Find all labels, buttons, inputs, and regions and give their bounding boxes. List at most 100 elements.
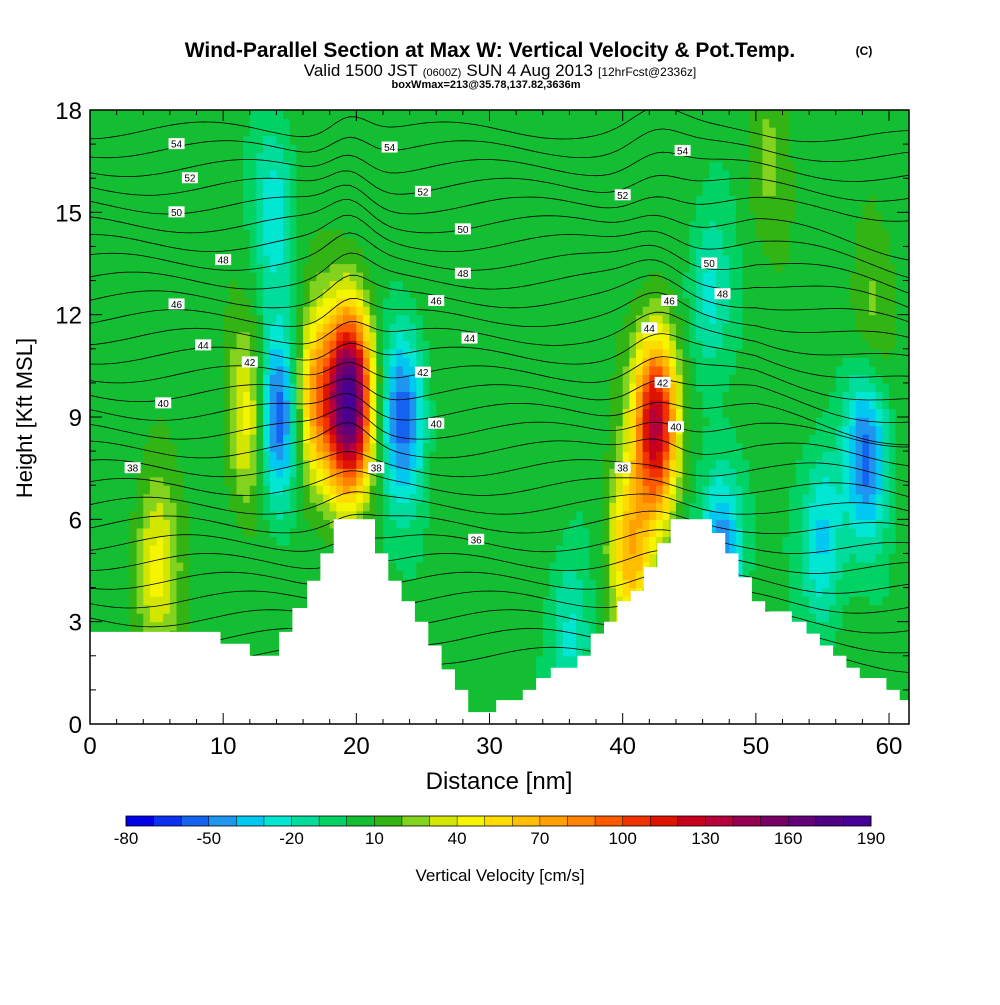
velocity-cell	[196, 510, 204, 520]
velocity-cell	[283, 536, 291, 546]
velocity-cell	[456, 323, 464, 333]
velocity-cell	[369, 280, 377, 290]
velocity-cell	[489, 561, 497, 572]
velocity-cell	[409, 144, 417, 154]
velocity-cell	[416, 297, 424, 307]
velocity-cell	[136, 544, 144, 555]
velocity-cell	[176, 237, 184, 248]
velocity-cell	[369, 425, 377, 435]
velocity-cell	[189, 229, 198, 239]
velocity-cell	[269, 357, 278, 367]
velocity-cell	[129, 561, 138, 572]
velocity-cell	[509, 348, 517, 358]
velocity-cell	[203, 561, 211, 572]
velocity-cell	[103, 536, 111, 546]
velocity-cell	[243, 306, 251, 316]
velocity-cell	[143, 604, 151, 614]
velocity-cell	[542, 144, 551, 154]
velocity-cell	[542, 161, 551, 171]
velocity-cell	[382, 152, 391, 162]
velocity-cell	[516, 110, 524, 120]
velocity-cell	[363, 272, 371, 282]
velocity-cell	[476, 519, 484, 529]
velocity-cell	[229, 306, 238, 316]
velocity-cell	[256, 152, 264, 162]
velocity-cell	[382, 434, 391, 444]
velocity-cell	[429, 613, 437, 623]
velocity-cell	[442, 587, 451, 597]
velocity-cell	[382, 536, 391, 546]
velocity-cell	[496, 272, 504, 282]
velocity-cell	[96, 289, 104, 299]
velocity-cell	[462, 502, 471, 512]
velocity-cell	[116, 536, 124, 546]
velocity-cell	[522, 203, 531, 213]
velocity-cell	[422, 561, 431, 572]
velocity-cell	[203, 391, 211, 401]
velocity-cell	[276, 186, 284, 196]
velocity-cell	[303, 263, 311, 273]
velocity-cell	[516, 391, 524, 401]
velocity-cell	[109, 161, 118, 171]
velocity-cell	[303, 331, 311, 341]
velocity-cell	[456, 348, 464, 358]
velocity-cell	[376, 254, 384, 265]
velocity-cell	[123, 331, 131, 341]
velocity-cell	[536, 485, 544, 495]
velocity-cell	[489, 314, 497, 324]
velocity-cell	[136, 357, 144, 367]
velocity-cell	[209, 323, 218, 333]
velocity-cell	[482, 408, 491, 418]
velocity-cell	[303, 365, 311, 375]
velocity-cell	[123, 340, 131, 350]
velocity-cell	[309, 144, 317, 154]
velocity-cell	[283, 340, 291, 350]
velocity-cell	[143, 596, 151, 606]
velocity-cell	[203, 212, 211, 222]
velocity-cell	[256, 621, 264, 631]
velocity-cell	[442, 229, 451, 239]
velocity-cell	[243, 169, 251, 179]
velocity-cell	[436, 561, 444, 572]
velocity-cell	[156, 357, 164, 367]
velocity-cell	[469, 417, 477, 427]
velocity-cell	[482, 587, 491, 597]
velocity-cell	[509, 536, 517, 546]
velocity-cell	[323, 425, 331, 435]
velocity-cell	[296, 220, 304, 230]
velocity-cell	[189, 323, 198, 333]
velocity-cell	[189, 152, 198, 162]
velocity-cell	[323, 220, 331, 230]
velocity-cell	[529, 135, 537, 145]
velocity-cell	[496, 246, 504, 256]
velocity-cell	[389, 306, 397, 316]
velocity-cell	[109, 178, 118, 188]
velocity-cell	[496, 186, 504, 196]
velocity-cell	[303, 502, 311, 512]
velocity-cell	[349, 203, 357, 213]
velocity-cell	[143, 587, 151, 597]
velocity-cell	[196, 596, 204, 606]
velocity-cell	[156, 587, 164, 597]
velocity-cell	[283, 382, 291, 393]
velocity-cell	[516, 280, 524, 290]
velocity-cell	[90, 314, 98, 324]
velocity-cell	[323, 118, 331, 128]
velocity-cell	[363, 365, 371, 375]
velocity-cell	[449, 553, 457, 563]
velocity-cell	[476, 186, 484, 196]
velocity-cell	[169, 570, 178, 580]
velocity-cell	[429, 323, 437, 333]
velocity-cell	[542, 195, 551, 205]
velocity-cell	[529, 186, 537, 196]
velocity-cell	[329, 459, 337, 469]
velocity-cell	[109, 382, 118, 393]
velocity-cell	[369, 144, 377, 154]
velocity-cell	[116, 348, 124, 358]
velocity-cell	[482, 655, 491, 665]
velocity-cell	[402, 118, 411, 128]
velocity-cell	[96, 357, 104, 367]
velocity-cell	[436, 152, 444, 162]
velocity-cell	[156, 408, 164, 418]
velocity-cell	[223, 220, 231, 230]
